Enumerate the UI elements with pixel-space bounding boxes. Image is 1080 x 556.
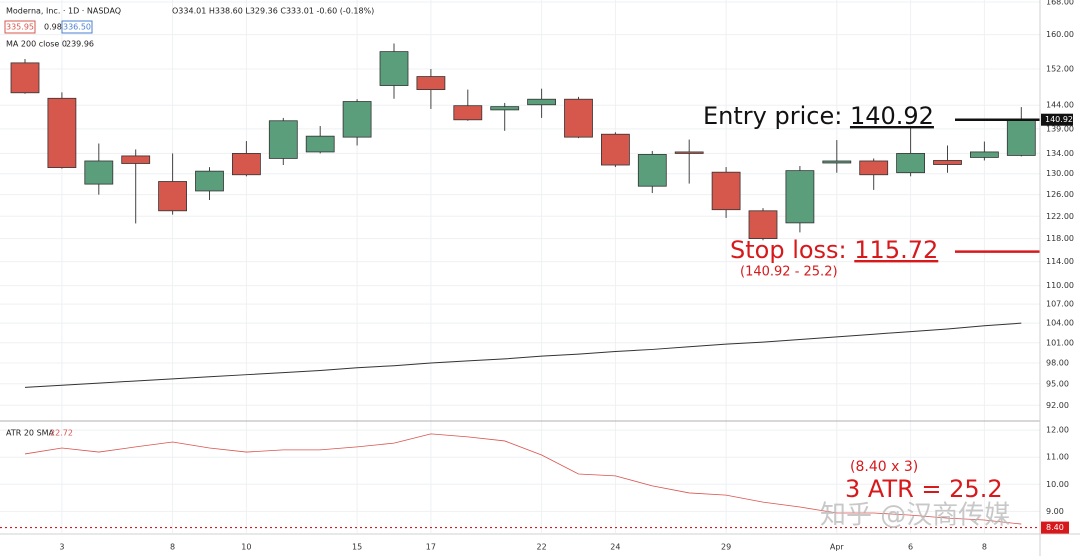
candle-body: [231, 153, 261, 176]
candle-body: [195, 170, 224, 192]
x-tick-label: 8: [170, 543, 175, 552]
candle-body: [970, 151, 999, 158]
x-tick-label: 17: [426, 543, 436, 552]
bid: 335.95: [6, 23, 34, 32]
y-tick-label: 118.00: [1046, 234, 1074, 243]
candle-body: [748, 210, 778, 239]
atr-price-label: 8.40: [1046, 523, 1064, 532]
candle-body: [859, 160, 889, 176]
y-tick-label: 144.00: [1046, 101, 1074, 110]
candle-body: [1006, 119, 1036, 156]
ma-name: MA 200 close 0: [6, 40, 67, 49]
y-tick-label: 152.00: [1046, 65, 1074, 74]
y-tick-label: 130.00: [1046, 169, 1074, 178]
y-tick-label: 95.00: [1046, 379, 1069, 388]
y-tick-label: 139.00: [1046, 124, 1074, 133]
ask-box: [61, 20, 93, 34]
candle-body: [84, 160, 114, 185]
candle-body: [47, 97, 77, 168]
stop-label: Stop loss:: [730, 236, 847, 264]
ma-line: [24, 322, 1022, 388]
atr-tick-label: 12.00: [1046, 426, 1069, 435]
grid: [0, 0, 1040, 533]
candle-body: [490, 106, 520, 111]
x-tick-label: 10: [241, 543, 251, 552]
atr-line: [24, 433, 1022, 525]
watermark: 知乎 @汉商传媒: [820, 501, 1010, 531]
y-tick-label: 168.00: [1046, 0, 1074, 6]
symbol: Moderna, Inc. · 1D · NASDAQ: [6, 7, 121, 16]
x-tick-label: 3: [59, 543, 64, 552]
candle-body: [896, 153, 925, 174]
candle-body: [416, 76, 446, 90]
candle-body: [268, 120, 298, 159]
y-tick-label: 160.00: [1046, 30, 1074, 39]
candle-body: [158, 181, 188, 212]
stop-note: (140.92 - 25.2): [740, 265, 838, 280]
atr-price-tag: [1041, 521, 1069, 534]
y-tick-label: 122.00: [1046, 212, 1074, 221]
atr-annotation: 3 ATR = 25.2: [845, 475, 1003, 503]
atr-tick-label: 10.00: [1046, 480, 1069, 489]
atr-tick-label: 11.00: [1046, 453, 1069, 462]
y-tick-label: 107.00: [1046, 300, 1074, 309]
plot: [0, 43, 1040, 529]
annotations: Entry price: 140.92 Stop loss: 115.72 (1…: [703, 102, 1010, 531]
candle-body: [785, 170, 815, 224]
ohlc: O334.01 H338.60 L329.36 C333.01 -0.60 (-…: [172, 7, 374, 16]
candle-body: [305, 135, 335, 153]
ma-value: 239.96: [66, 40, 94, 49]
candle-body: [379, 51, 409, 86]
x-tick-label: 6: [908, 543, 913, 552]
candle-body: [711, 171, 741, 211]
candle-body: [527, 98, 556, 106]
x-tick-label: 15: [352, 543, 362, 552]
entry-value: 140.92: [850, 102, 934, 130]
header: Moderna, Inc. · 1D · NASDAQ O334.01 H338…: [4, 7, 374, 438]
atr-name: ATR 20 SMA: [6, 429, 55, 438]
last-price-tag: [1041, 113, 1073, 126]
y-tick-label: 101.00: [1046, 338, 1074, 347]
x-tick-label: 24: [610, 543, 620, 552]
candle-body: [674, 151, 704, 154]
candle-body: [637, 154, 667, 187]
candle-body: [933, 160, 962, 165]
y-tick-label: 98.00: [1046, 358, 1069, 367]
candle-body: [342, 101, 372, 138]
candle-body: [564, 98, 593, 138]
bid-box: [4, 20, 36, 34]
y-tick-label: 92.00: [1046, 401, 1069, 410]
x-tick-label: 29: [721, 543, 731, 552]
entry-label: Entry price:: [703, 102, 842, 130]
y-tick-label: 104.00: [1046, 319, 1074, 328]
stop-value: 115.72: [854, 236, 938, 264]
x-tick-label: 8: [982, 543, 987, 552]
last-price-label: 140.92: [1045, 115, 1073, 124]
x-tick-label: 22: [537, 543, 547, 552]
entry-annotation: Entry price: 140.92: [703, 102, 934, 130]
atr-tick-label: 9.00: [1046, 507, 1064, 516]
candle-body: [453, 105, 483, 121]
atr-value: 22.72: [50, 429, 73, 438]
candle-body: [121, 155, 151, 164]
candle-body: [822, 160, 852, 164]
y-tick-label: 134.00: [1046, 149, 1074, 158]
candle-body: [601, 133, 630, 166]
x-tick-label: Apr: [830, 543, 845, 552]
ask: 336.50: [63, 23, 91, 32]
y-tick-label: 110.00: [1046, 281, 1074, 290]
y-tick-label: 126.00: [1046, 190, 1074, 199]
stop-annotation: Stop loss: 115.72: [730, 236, 938, 264]
spread: 0.98: [44, 23, 62, 32]
candle-body: [10, 62, 40, 94]
atr-note: (8.40 x 3): [850, 459, 918, 475]
y-tick-label: 114.00: [1046, 257, 1074, 266]
